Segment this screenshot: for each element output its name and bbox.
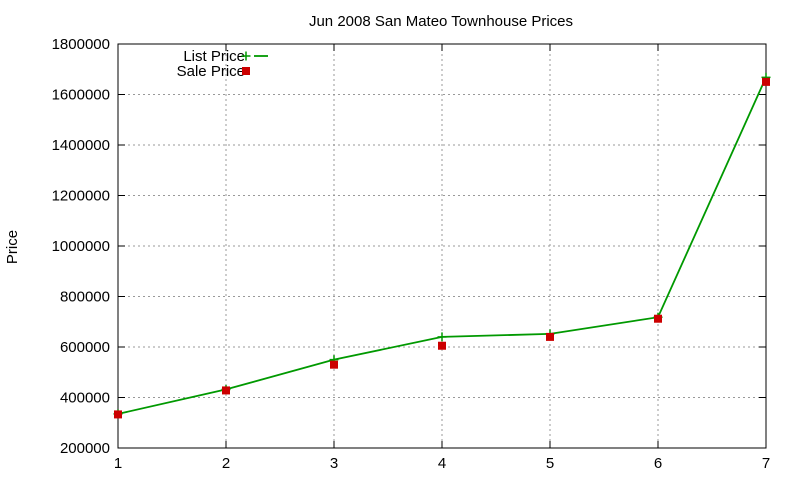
y-tick-label: 400000: [60, 390, 110, 407]
data-point-square: [330, 360, 338, 369]
chart-title: Jun 2008 San Mateo Townhouse Prices: [309, 13, 573, 30]
data-point-square: [654, 314, 662, 323]
legend-label: List Price: [183, 48, 245, 65]
x-tick-label: 5: [546, 455, 554, 472]
x-tick-label: 7: [762, 455, 770, 472]
data-point-square: [114, 410, 122, 419]
grid: [118, 44, 766, 448]
legend-label: Sale Price: [177, 63, 245, 80]
data-point-square: [438, 341, 446, 350]
data-point-square: [546, 332, 554, 341]
series-2: [114, 77, 770, 419]
x-tick-label: 4: [438, 455, 446, 472]
y-tick-label: 600000: [60, 339, 110, 356]
x-tick-label: 1: [114, 455, 122, 472]
x-tick-label: 2: [222, 455, 230, 472]
legend-marker: [242, 67, 250, 75]
y-tick-label: 200000: [60, 440, 110, 457]
y-axis-label: Price: [4, 230, 21, 264]
data-point-square: [222, 386, 230, 395]
x-tick-label: 6: [654, 455, 662, 472]
y-tick-label: 1600000: [52, 87, 110, 104]
x-tick-label: 3: [330, 455, 338, 472]
series-layer: [113, 72, 771, 419]
y-tick-label: 1200000: [52, 188, 110, 205]
y-tick-label: 1400000: [52, 137, 110, 154]
y-tick-label: 1800000: [52, 36, 110, 53]
axis-ticks: 2000004000006000008000001000000120000014…: [52, 36, 771, 472]
data-point-square: [762, 77, 770, 86]
y-tick-label: 800000: [60, 289, 110, 306]
y-tick-label: 1000000: [52, 238, 110, 255]
